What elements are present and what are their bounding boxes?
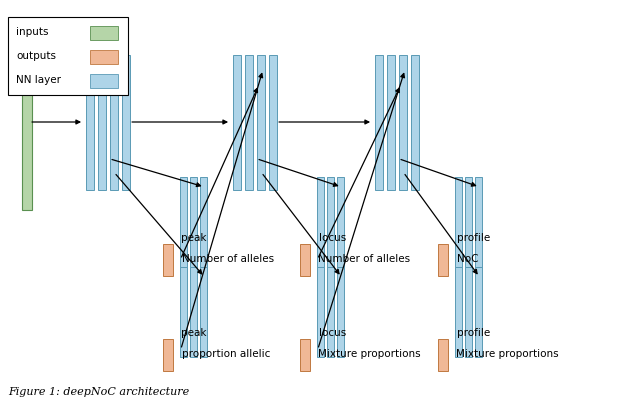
Bar: [337, 267, 344, 357]
Bar: [179, 177, 186, 267]
Bar: [300, 339, 310, 371]
Text: profile: profile: [456, 328, 490, 338]
Bar: [110, 55, 118, 190]
Bar: [326, 177, 333, 267]
Bar: [179, 267, 186, 357]
Text: profile: profile: [456, 233, 490, 243]
Text: Number of alleles: Number of alleles: [319, 254, 411, 264]
Text: NN layer: NN layer: [16, 75, 61, 85]
Bar: [317, 177, 323, 267]
Bar: [257, 55, 265, 190]
Bar: [465, 177, 472, 267]
Text: Figure 1: deepNoC architecture: Figure 1: deepNoC architecture: [8, 387, 189, 397]
Text: locus: locus: [319, 233, 346, 243]
Bar: [269, 55, 277, 190]
Bar: [90, 26, 118, 40]
Bar: [122, 55, 130, 190]
Bar: [163, 339, 173, 371]
Text: peak: peak: [182, 233, 207, 243]
Bar: [317, 267, 323, 357]
Text: locus: locus: [319, 328, 346, 338]
Bar: [90, 74, 118, 88]
Bar: [387, 55, 395, 190]
Bar: [399, 55, 407, 190]
Text: proportion allelic: proportion allelic: [182, 349, 270, 359]
Bar: [98, 55, 106, 190]
Bar: [90, 50, 118, 64]
Bar: [474, 267, 481, 357]
Bar: [233, 55, 241, 190]
Bar: [465, 267, 472, 357]
Text: NoC: NoC: [456, 254, 478, 264]
Text: Number of alleles: Number of alleles: [182, 254, 274, 264]
Bar: [454, 177, 461, 267]
Bar: [300, 244, 310, 276]
Text: inputs: inputs: [16, 27, 49, 37]
Text: outputs: outputs: [16, 51, 56, 61]
Bar: [200, 177, 207, 267]
Bar: [474, 177, 481, 267]
Bar: [189, 177, 196, 267]
Bar: [22, 35, 32, 210]
Bar: [375, 55, 383, 190]
Bar: [163, 244, 173, 276]
Bar: [86, 55, 94, 190]
Bar: [200, 267, 207, 357]
Bar: [189, 267, 196, 357]
Bar: [8, 17, 128, 95]
Bar: [438, 244, 447, 276]
Bar: [438, 339, 447, 371]
Text: peak: peak: [182, 328, 207, 338]
Bar: [337, 177, 344, 267]
Bar: [326, 267, 333, 357]
Text: Mixture proportions: Mixture proportions: [319, 349, 421, 359]
Text: Mixture proportions: Mixture proportions: [456, 349, 559, 359]
Bar: [454, 267, 461, 357]
Bar: [245, 55, 253, 190]
Bar: [411, 55, 419, 190]
